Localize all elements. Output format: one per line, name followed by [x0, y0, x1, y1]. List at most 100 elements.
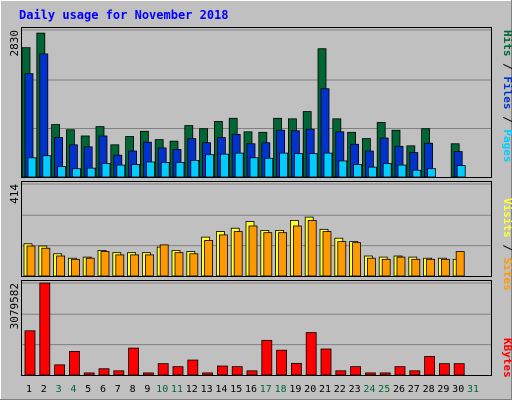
bar-pages [131, 164, 141, 178]
bar-sites [71, 258, 80, 277]
legend-separator: / [501, 238, 512, 258]
bar-pages [72, 168, 81, 178]
x-tick-label: 28 [423, 384, 435, 395]
bar-sites [278, 232, 288, 277]
bar-sites [26, 245, 36, 277]
legend-files: Files [501, 76, 512, 109]
legend-bottom: KBytes [501, 338, 512, 378]
bar-sites [440, 258, 450, 277]
bar-pages [86, 167, 96, 178]
bar-sites [426, 258, 436, 277]
legend-hits: Hits [501, 30, 512, 57]
x-tick-label: 20 [304, 384, 316, 395]
x-tick-label: 11 [171, 384, 183, 395]
x-tick-label: 30 [452, 384, 464, 395]
bar-pages [264, 157, 274, 178]
bar-pages [397, 164, 407, 178]
bar-kbytes [216, 365, 228, 376]
bar-kbytes [187, 359, 199, 376]
x-tick-label: 6 [100, 384, 106, 395]
bar-pages [279, 152, 289, 178]
bar-kbytes [276, 349, 288, 376]
x-tick-label: 19 [289, 384, 301, 395]
bar-sites [381, 258, 391, 277]
x-tick-label: 16 [245, 384, 257, 395]
bar-kbytes [83, 372, 95, 376]
x-tick-label: 12 [186, 384, 198, 395]
bar-pages [57, 166, 66, 178]
top-axis-max-label: 2830 [8, 30, 21, 57]
bar-sites [292, 225, 302, 277]
bar-kbytes [39, 282, 51, 376]
bar-kbytes [172, 366, 184, 376]
bar-pages [456, 165, 466, 178]
bar-pages [353, 164, 363, 178]
x-tick-label: 22 [334, 384, 346, 395]
bar-sites [85, 257, 95, 277]
bar-kbytes [113, 370, 125, 376]
bar-pages [293, 153, 303, 178]
bar-kbytes [364, 372, 376, 376]
x-tick-label: 23 [349, 384, 361, 395]
bar-pages [205, 154, 215, 178]
x-axis-labels: 1 2 3 4 5 6 7 8 9 10 11 12 13 14 15 16 17 18 19 20 21 22 23 24 2… [26, 384, 479, 395]
legend-separator: / [501, 57, 512, 77]
bar-kbytes [305, 332, 317, 376]
bar-kbytes [231, 366, 243, 376]
x-tick-label: 27 [408, 384, 420, 395]
bar-sites [352, 242, 362, 277]
bar-kbytes [424, 356, 436, 376]
x-tick-label: 1 [26, 384, 32, 395]
x-tick-label: 15 [230, 384, 242, 395]
bar-pages [27, 157, 37, 178]
bar-pages [412, 169, 422, 178]
bar-kbytes [453, 363, 465, 376]
bar-pages [249, 157, 259, 178]
bar-pages [101, 163, 111, 178]
x-tick-label: 29 [437, 384, 449, 395]
legend-visits: Visits [501, 198, 512, 238]
bar-pages [219, 153, 229, 178]
bar-sites [411, 258, 421, 277]
bar-kbytes [409, 370, 421, 376]
bar-sites [174, 252, 184, 277]
bar-kbytes [98, 368, 110, 376]
bar-kbytes [54, 364, 65, 376]
legend-separator: / [501, 110, 512, 130]
bar-pages [160, 162, 170, 178]
bar-sites [189, 253, 199, 277]
x-tick-label: 18 [275, 384, 287, 395]
bar-kbytes [69, 350, 80, 376]
legend-kbytes: KBytes [501, 338, 512, 378]
bar-sites [248, 225, 258, 277]
x-tick-label: 24 [363, 384, 375, 395]
bar-sites [263, 232, 273, 277]
x-tick-label: 17 [260, 384, 272, 395]
bar-kbytes [438, 363, 450, 376]
mid-axis-max-label: 414 [8, 184, 21, 204]
x-tick-label: 2 [41, 384, 47, 395]
x-tick-label: 10 [156, 384, 168, 395]
legend-top: Hits / Files / Pages [501, 30, 512, 163]
bar-kbytes [379, 372, 391, 376]
x-tick-label: 5 [85, 384, 91, 395]
bar-sites [322, 231, 332, 277]
bar-kbytes [157, 363, 169, 376]
x-tick-label: 31 [467, 384, 479, 395]
bar-sites [307, 220, 317, 277]
x-tick-label: 13 [201, 384, 213, 395]
bar-kbytes [142, 372, 154, 376]
bar-pages [338, 160, 348, 178]
x-tick-label: 4 [70, 384, 76, 395]
bar-sites [144, 254, 154, 277]
legend-sites: Sites [501, 258, 512, 291]
bar-sites [115, 254, 125, 277]
bar-sites [159, 244, 169, 277]
x-tick-label: 3 [56, 384, 62, 395]
bar-pages [175, 162, 185, 178]
bar-sites [233, 231, 243, 277]
bar-kbytes [261, 339, 273, 376]
bar-sites [41, 247, 51, 277]
bar-sites [130, 254, 140, 277]
